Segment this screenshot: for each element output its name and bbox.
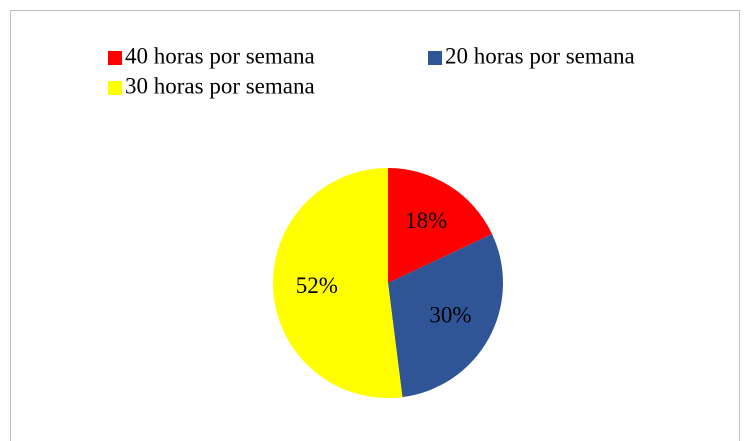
legend-label: 20 horas por semana bbox=[445, 43, 635, 68]
legend-label: 40 horas por semana bbox=[125, 43, 315, 68]
pie-slice bbox=[272, 168, 403, 399]
data-label: 18% bbox=[405, 208, 447, 233]
data-label: 52% bbox=[296, 273, 338, 298]
legend-label: 30 horas por semana bbox=[125, 73, 315, 98]
pie-slice bbox=[388, 234, 504, 398]
data-label: 30% bbox=[429, 303, 471, 328]
legend-swatch bbox=[428, 51, 442, 65]
legend-swatch bbox=[108, 51, 122, 65]
legend-swatch bbox=[108, 81, 122, 95]
pie-slice bbox=[388, 168, 493, 283]
